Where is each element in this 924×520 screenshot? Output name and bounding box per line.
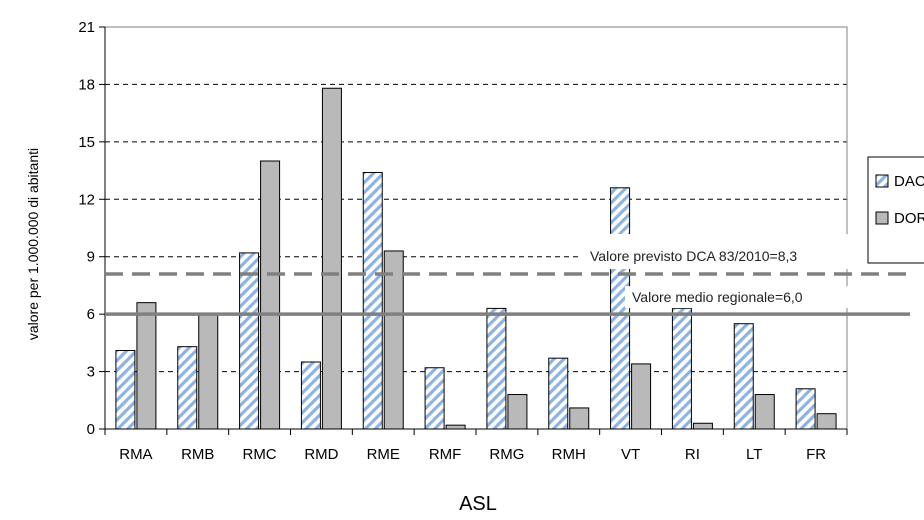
- x-tick-label: LT: [746, 446, 762, 463]
- bar-dac-lt: [733, 323, 754, 430]
- bar-dac-rma: [115, 350, 136, 430]
- x-tick-label: RMD: [304, 446, 338, 463]
- bar-dor-rma: [136, 302, 157, 430]
- reference-label-bg: [625, 286, 910, 309]
- bar-dor-rme: [383, 250, 404, 430]
- x-tick-label: RMB: [181, 446, 214, 463]
- bar-dor-rmb: [198, 313, 219, 430]
- bars: [115, 87, 837, 430]
- x-tick-label: FR: [806, 446, 826, 463]
- y-tick-label: 21: [78, 19, 95, 36]
- y-tick-label: 9: [87, 249, 95, 266]
- bar-dac-rmg: [486, 307, 507, 430]
- legend-label-dac: DAC: [894, 173, 924, 190]
- x-tick-label: RMA: [119, 446, 152, 463]
- bar-dac-rmh: [548, 357, 569, 430]
- legend: DAC DOR: [867, 156, 924, 264]
- y-tick-label: 3: [87, 364, 95, 381]
- bar-dac-fr: [795, 388, 816, 430]
- x-tick-label: RME: [367, 446, 400, 463]
- bar-dac-vt: [610, 187, 631, 430]
- bar-dor-rmf: [445, 424, 466, 430]
- bar-dac-rmc: [239, 252, 260, 430]
- bar-dac-rmb: [177, 346, 198, 430]
- x-tick-label: RMG: [489, 446, 524, 463]
- y-tick-label: 18: [78, 76, 95, 93]
- bar-dac-ri: [671, 307, 692, 430]
- legend-label-dor: DOR: [894, 210, 924, 227]
- bar-dac-rme: [362, 171, 383, 430]
- bar-dor-rmg: [507, 394, 528, 430]
- x-tick-label: RMF: [429, 446, 462, 463]
- bar-dor-lt: [754, 394, 775, 430]
- reference-lines: Valore previsto DCA 83/2010=8,3 Valore me…: [105, 233, 910, 316]
- bar-dac-rmf: [424, 367, 445, 430]
- reference-label-bg: [578, 233, 908, 269]
- x-tick-label: RI: [685, 446, 700, 463]
- bar-dor-vt: [631, 363, 652, 430]
- legend-swatch-dor: [875, 211, 889, 225]
- y-ticks: 0 3 6 9 12 15 18 21: [78, 19, 105, 438]
- bar-dor-rmd: [321, 87, 342, 430]
- reference-label-regional-mean: Valore medio regionale=6,0: [632, 289, 803, 305]
- bar-dac-rmd: [300, 361, 321, 430]
- x-axis-title: ASL: [459, 493, 497, 515]
- bar-dor-rmh: [569, 407, 590, 430]
- legend-swatch-dac: [875, 174, 889, 188]
- x-tick-label: RMH: [552, 446, 586, 463]
- x-tick-label: RMC: [242, 446, 276, 463]
- y-tick-label: 0: [87, 421, 95, 438]
- x-ticks: RMA RMB RMC RMD RME RMF RMG RMH VT RI LT FR: [104, 429, 848, 463]
- y-tick-label: 12: [78, 191, 95, 208]
- bar-dor-rmc: [260, 160, 281, 430]
- x-tick-label: VT: [621, 446, 640, 463]
- y-tick-label: 15: [78, 134, 95, 151]
- y-axis-title: valore per 1.000.000 di abitanti: [25, 148, 41, 340]
- reference-label-dca: Valore previsto DCA 83/2010=8,3: [590, 248, 797, 264]
- bar-dor-ri: [692, 422, 713, 430]
- y-tick-label: 6: [87, 306, 95, 323]
- bar-dor-fr: [816, 413, 837, 430]
